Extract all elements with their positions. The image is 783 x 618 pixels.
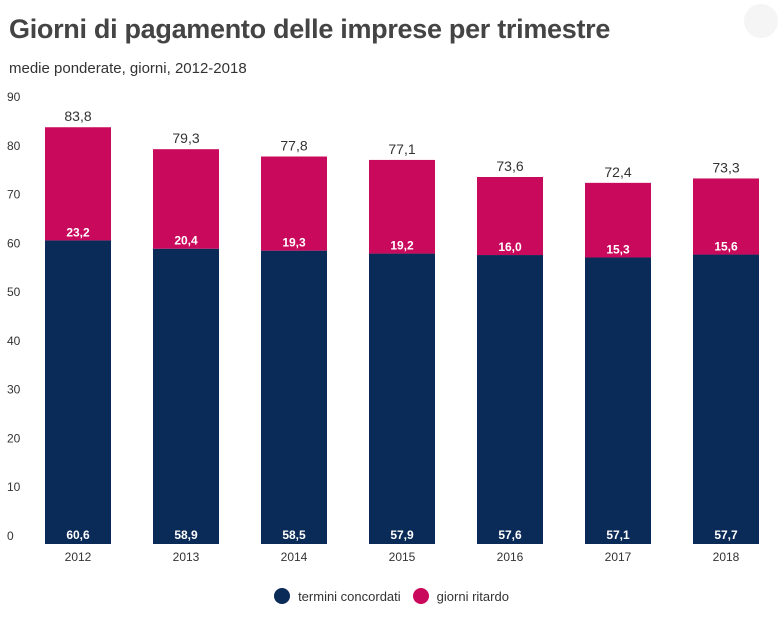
y-tick-label: 60: [7, 236, 21, 250]
legend: termini concordati giorni ritardo: [0, 588, 783, 604]
x-tick-label: 2015: [389, 550, 416, 564]
y-axis: 0 10 20 30 40 50 60 70 80 90: [7, 90, 21, 543]
x-tick-label: 2018: [713, 550, 740, 564]
y-tick-label: 30: [7, 383, 21, 397]
y-tick-label: 0: [7, 529, 14, 543]
data-label-ritardo: 20,4: [174, 234, 198, 248]
x-tick-label: 2016: [497, 550, 524, 564]
y-tick-label: 70: [7, 188, 21, 202]
bar-termini: [153, 248, 219, 544]
bar-termini: [585, 257, 651, 544]
legend-swatch-ritardo: [412, 588, 429, 604]
data-label-ritardo: 23,2: [66, 225, 90, 239]
legend-swatch-termini: [274, 588, 291, 604]
bar-ritardo: [477, 176, 543, 256]
data-label-termini: 57,9: [390, 528, 414, 542]
data-label-ritardo: 19,3: [282, 236, 306, 250]
data-label-termini: 57,1: [606, 528, 630, 542]
bar-ritardo: [153, 149, 219, 249]
data-label-termini: 57,6: [498, 528, 522, 542]
data-label-total: 77,1: [388, 141, 415, 157]
y-tick-label: 90: [7, 90, 21, 104]
bar-termini: [693, 254, 759, 544]
data-label-termini: 58,9: [174, 528, 198, 542]
legend-label-ritardo: giorni ritardo: [436, 588, 509, 604]
data-label-total: 73,3: [712, 159, 739, 175]
bar-termini: [477, 255, 543, 545]
x-axis: 2012 2013 2014 2015 2016 2017 2018: [65, 550, 740, 564]
data-label-termini: 57,7: [714, 528, 738, 542]
data-label-total: 83,8: [64, 108, 91, 124]
y-tick-label: 50: [7, 285, 21, 299]
bar-ritardo: [693, 178, 759, 255]
bar-termini: [369, 253, 435, 544]
legend-item-ritardo[interactable]: giorni ritardo: [412, 588, 509, 604]
y-tick-label: 10: [7, 480, 21, 494]
x-tick-label: 2012: [65, 550, 92, 564]
bar-ritardo: [261, 156, 327, 251]
x-tick-label: 2014: [281, 550, 308, 564]
bar-ritardo: [45, 127, 111, 241]
legend-label-termini: termini concordati: [298, 588, 401, 604]
data-label-termini: 58,5: [282, 528, 306, 542]
data-label-termini: 60,6: [66, 528, 90, 542]
data-label-ritardo: 19,2: [390, 239, 414, 253]
legend-item-termini[interactable]: termini concordati: [274, 588, 401, 604]
data-label-ritardo: 15,6: [714, 240, 738, 254]
data-label-total: 77,8: [280, 138, 307, 154]
data-label-ritardo: 15,3: [606, 242, 630, 256]
data-label-total: 73,6: [496, 158, 523, 174]
chart-subtitle: medie ponderate, giorni, 2012-2018: [9, 60, 247, 77]
bars: 60,6 23,2 83,8 58,9 20,4 79,3 58,5 19,3 77,8 57,9…: [45, 108, 759, 545]
corner-mark: [744, 4, 778, 38]
y-tick-label: 20: [7, 431, 21, 445]
bar-ritardo: [369, 159, 435, 254]
y-tick-label: 80: [7, 139, 21, 153]
x-tick-label: 2017: [605, 550, 632, 564]
bar-ritardo: [585, 182, 651, 258]
bar-termini: [45, 240, 111, 544]
x-tick-label: 2013: [173, 550, 200, 564]
data-label-total: 79,3: [172, 130, 199, 146]
data-label-total: 72,4: [604, 164, 631, 180]
data-label-ritardo: 16,0: [498, 240, 522, 254]
bar-chart: 0 10 20 30 40 50 60 70 80 90 60,6 23,2 83,8 58,9 20,4…: [7, 90, 759, 564]
chart-title: Giorni di pagamento delle imprese per tr…: [9, 14, 611, 44]
y-tick-label: 40: [7, 334, 21, 348]
bar-termini: [261, 250, 327, 544]
